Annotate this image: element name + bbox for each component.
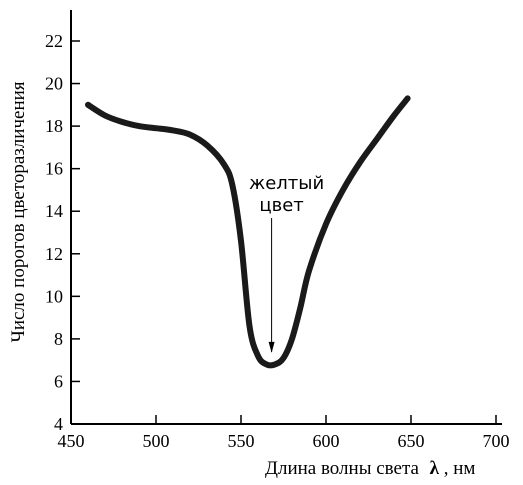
y-axis-title: Число порогов цветоразличения [8, 81, 29, 342]
x-axis-title: Длина волны света λ , нм [265, 458, 475, 479]
x-tick-label: 650 [398, 431, 425, 451]
x-ticks: 450 500 550 600 650 700 [58, 415, 510, 451]
annotation-label-line2: цвет [259, 195, 303, 216]
y-tick-label: 4 [54, 414, 63, 434]
y-tick-label: 8 [54, 329, 63, 349]
y-tick-label: 10 [45, 286, 63, 306]
y-tick-label: 18 [45, 116, 63, 136]
y-tick-label: 6 [54, 371, 63, 391]
x-axis-title-main: Длина волны света [265, 458, 419, 479]
x-tick-label: 500 [143, 431, 170, 451]
x-tick-label: 450 [58, 431, 85, 451]
y-tick-label: 16 [45, 159, 63, 179]
annotation-label-line1: желтый [249, 173, 324, 194]
series-line [85, 95, 411, 369]
y-ticks: 4 6 8 10 12 14 16 18 20 22 [45, 31, 80, 434]
y-tick-label: 14 [45, 201, 63, 221]
x-tick-label: 700 [483, 431, 510, 451]
x-axis-title-symbol: λ [430, 458, 440, 479]
y-tick-label: 22 [45, 31, 63, 51]
x-tick-label: 600 [313, 431, 340, 451]
x-axis-title-unit: , нм [444, 458, 476, 479]
annotation-arrowhead [268, 341, 275, 353]
y-tick-label: 20 [45, 74, 63, 94]
x-tick-label: 550 [228, 431, 255, 451]
y-tick-label: 12 [45, 244, 63, 264]
